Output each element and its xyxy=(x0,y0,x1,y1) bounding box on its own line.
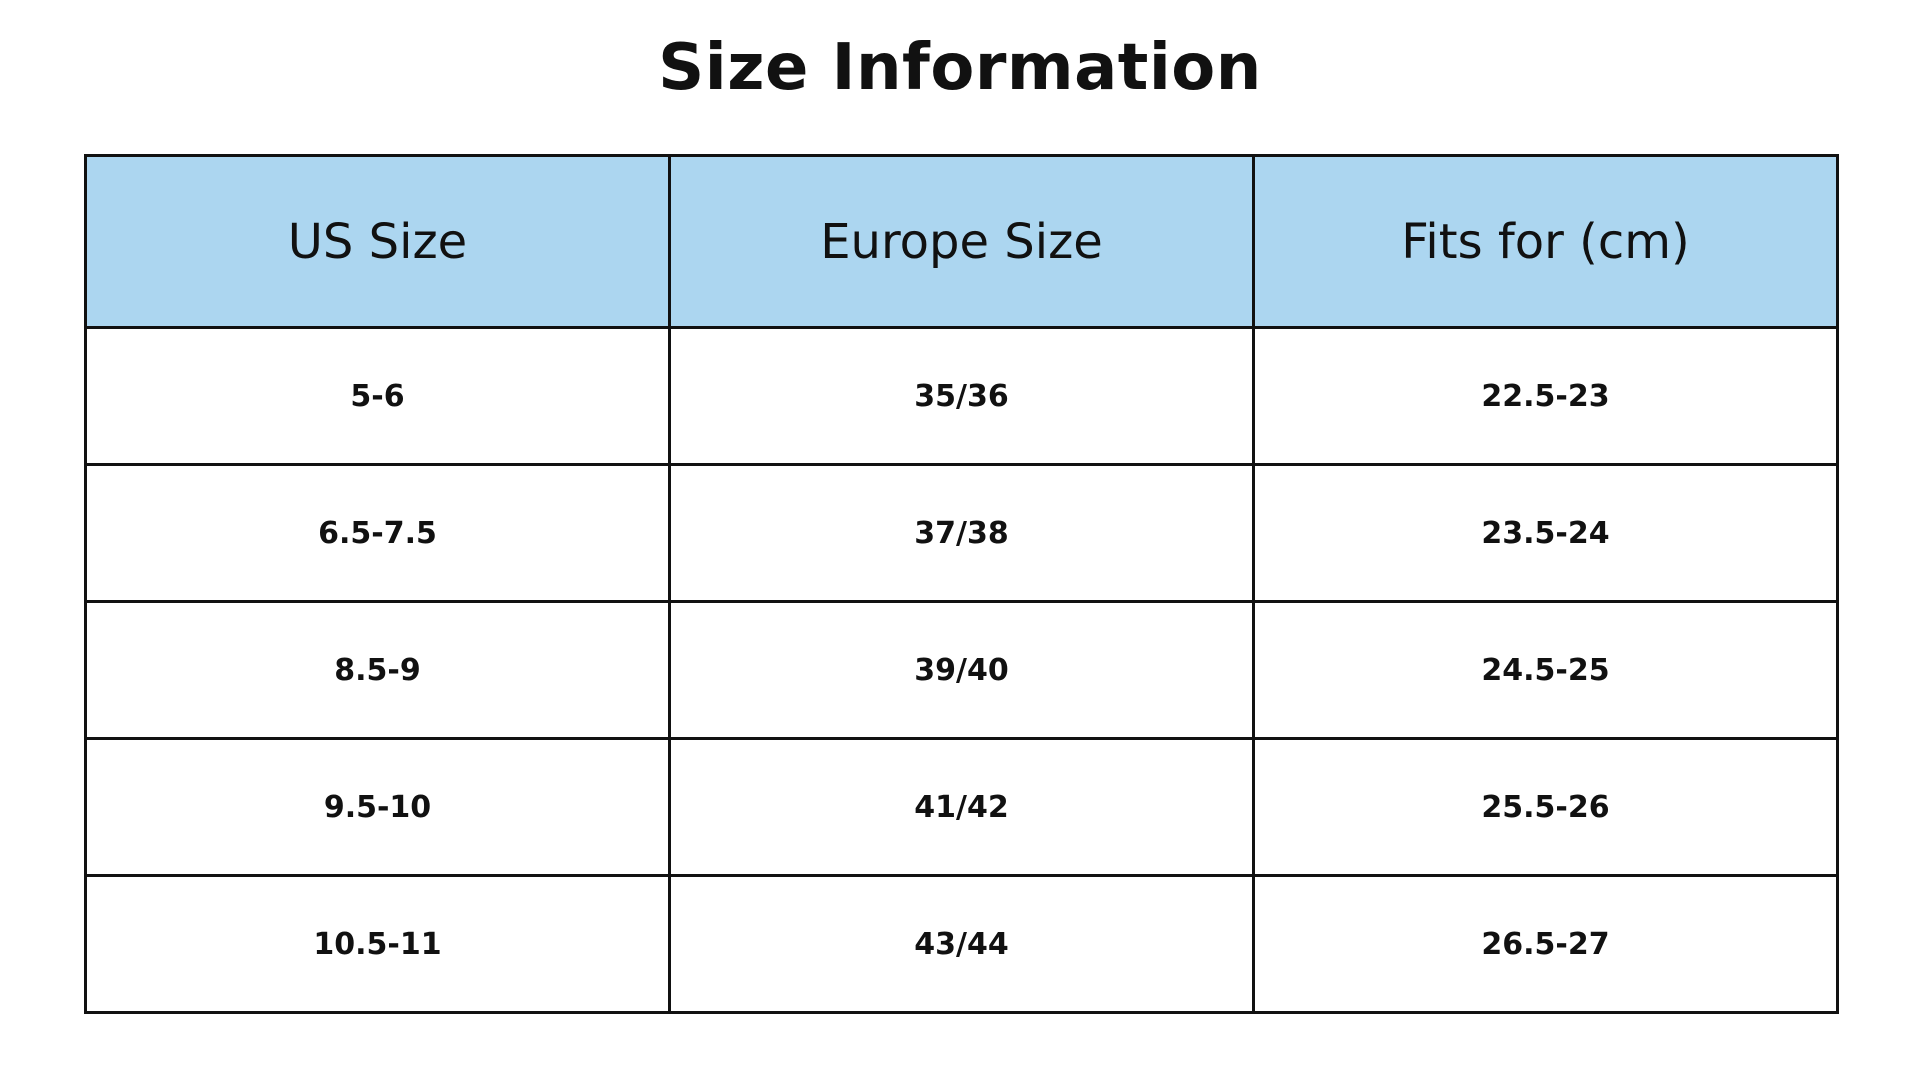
table-cell-fits-for: 24.5-25 xyxy=(1252,600,1839,740)
table-cell-europe-size: 43/44 xyxy=(668,874,1255,1014)
table-cell-europe-size: 37/38 xyxy=(668,463,1255,603)
column-header-fits-for: Fits for (cm) xyxy=(1252,154,1839,329)
page-title: Size Information xyxy=(658,31,1262,105)
table-cell-fits-for: 22.5-23 xyxy=(1252,326,1839,466)
table-cell-us-size: 6.5-7.5 xyxy=(84,463,671,603)
table-row: 9.5-10 41/42 25.5-26 xyxy=(84,737,1839,877)
table-cell-us-size: 9.5-10 xyxy=(84,737,671,877)
table-cell-us-size: 8.5-9 xyxy=(84,600,671,740)
table-row: 6.5-7.5 37/38 23.5-24 xyxy=(84,463,1839,603)
table-header-row: US Size Europe Size Fits for (cm) xyxy=(84,154,1839,329)
column-header-europe-size: Europe Size xyxy=(668,154,1255,329)
size-table: US Size Europe Size Fits for (cm) 5-6 35… xyxy=(84,154,1839,1014)
table-row: 5-6 35/36 22.5-23 xyxy=(84,326,1839,466)
table-cell-fits-for: 26.5-27 xyxy=(1252,874,1839,1014)
table-cell-europe-size: 39/40 xyxy=(668,600,1255,740)
table-cell-fits-for: 25.5-26 xyxy=(1252,737,1839,877)
table-cell-us-size: 5-6 xyxy=(84,326,671,466)
table-row: 8.5-9 39/40 24.5-25 xyxy=(84,600,1839,740)
table-cell-us-size: 10.5-11 xyxy=(84,874,671,1014)
table-row: 10.5-11 43/44 26.5-27 xyxy=(84,874,1839,1014)
table-cell-fits-for: 23.5-24 xyxy=(1252,463,1839,603)
column-header-us-size: US Size xyxy=(84,154,671,329)
table-cell-europe-size: 35/36 xyxy=(668,326,1255,466)
table-cell-europe-size: 41/42 xyxy=(668,737,1255,877)
